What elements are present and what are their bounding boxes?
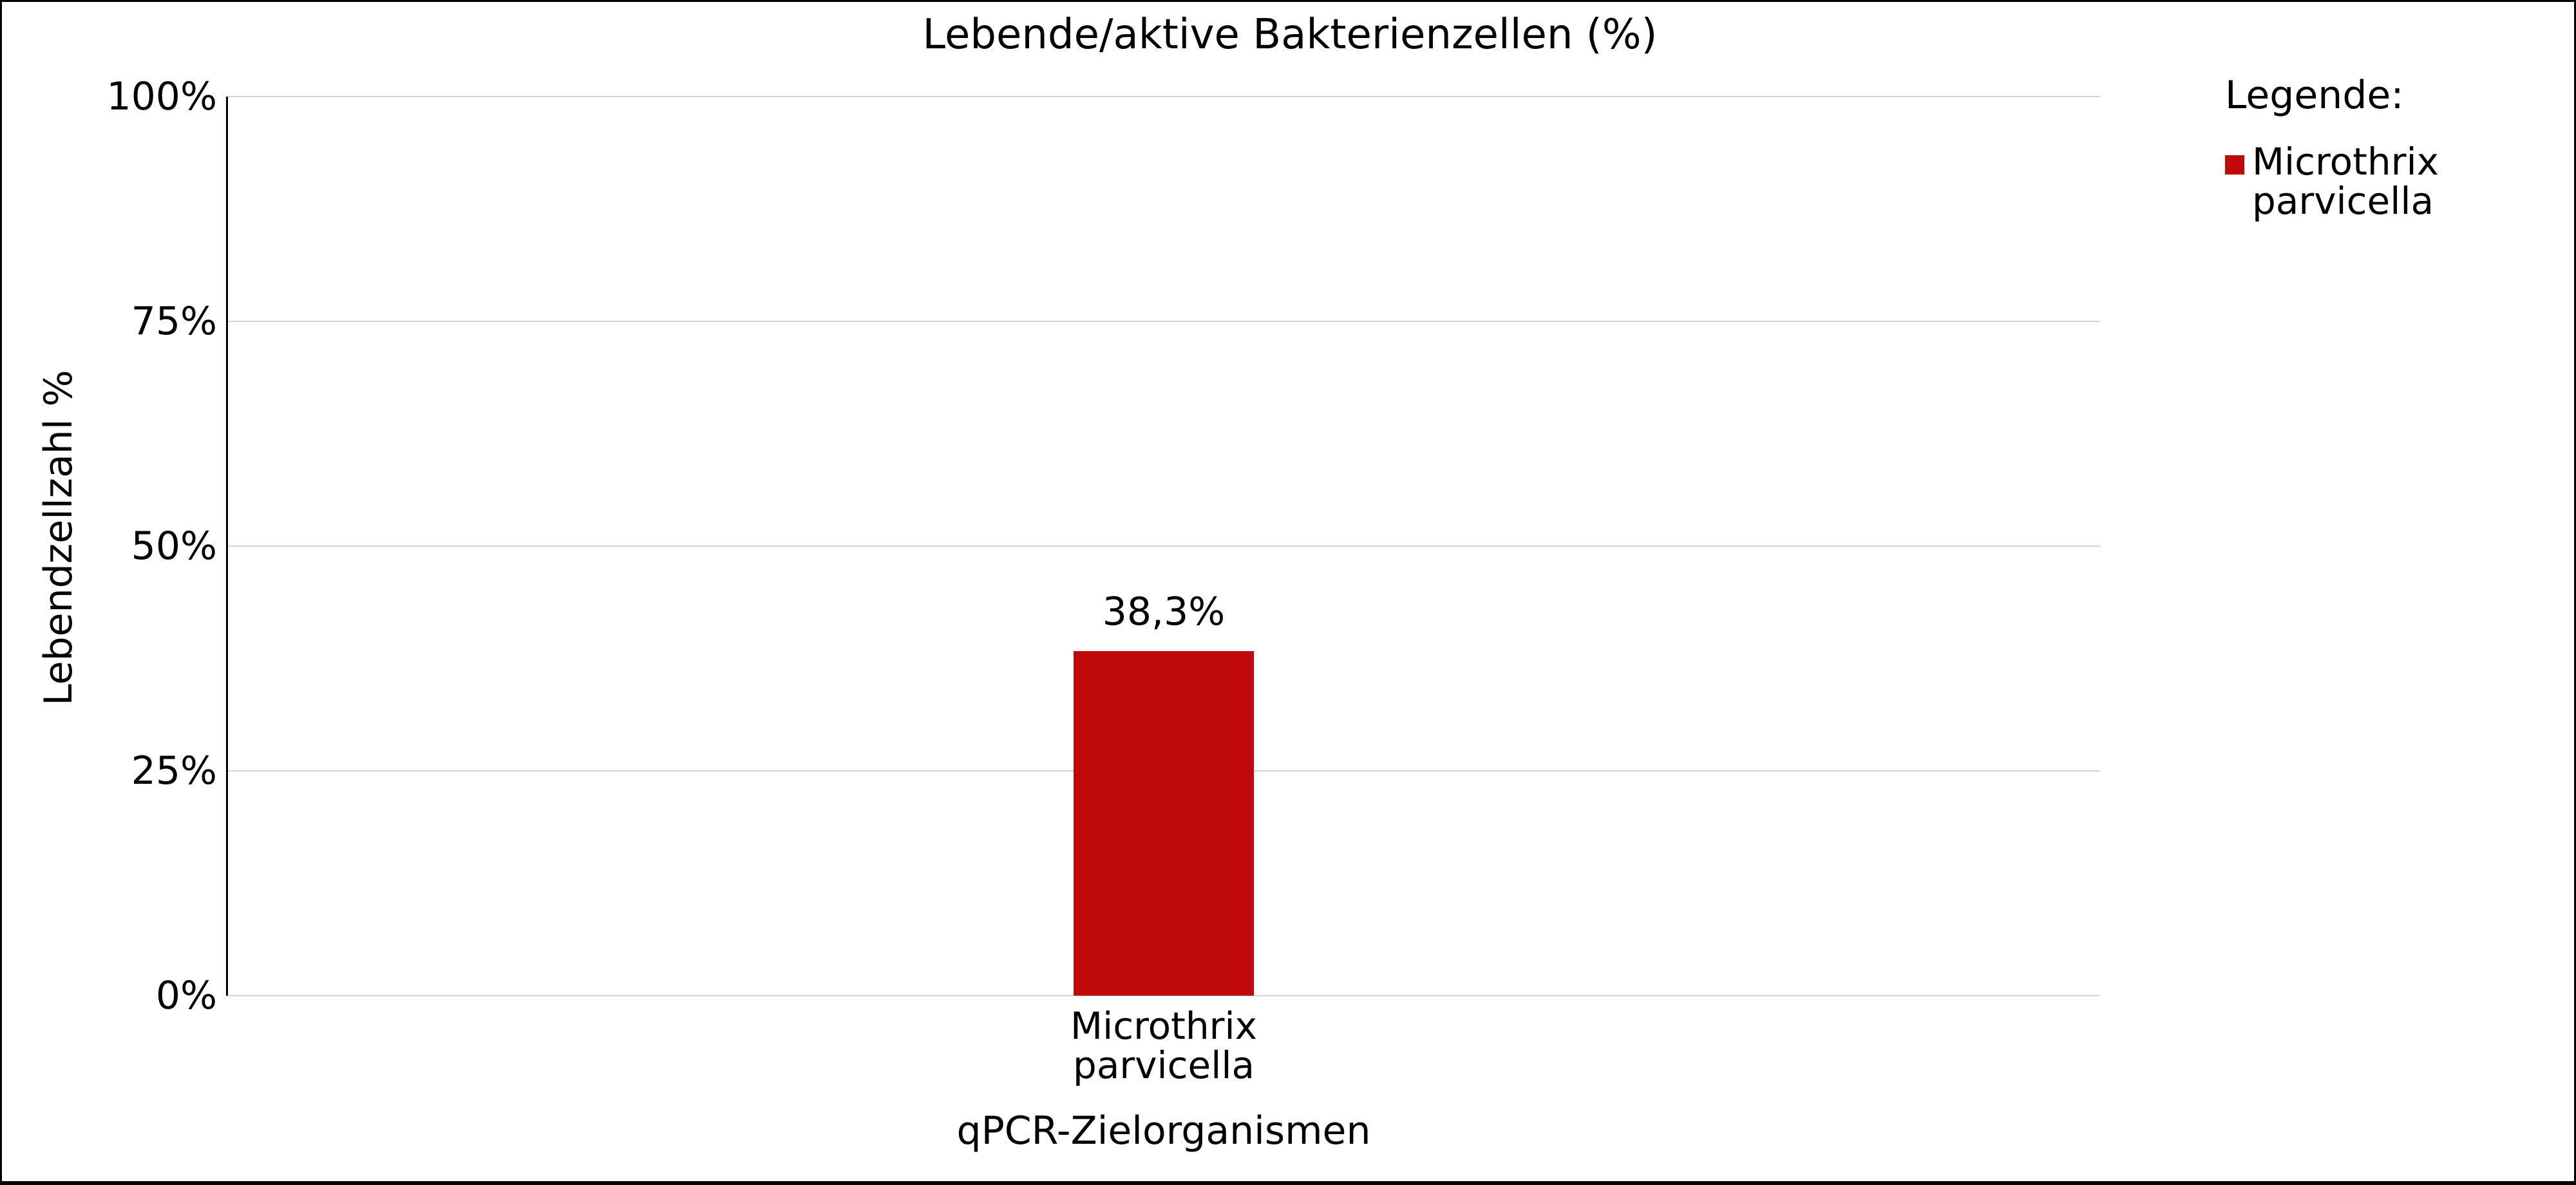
legend-items: Microthrix parvicella xyxy=(2225,142,2560,222)
x-tick-label: Microthrix parvicella xyxy=(1070,1004,1257,1088)
gridline-100 xyxy=(227,96,2100,97)
y-tick-label-25: 25% xyxy=(131,748,217,793)
chart-title: Lebende/aktive Bakterienzellen (%) xyxy=(922,11,1658,59)
plot-area: 38,3% xyxy=(226,96,2100,996)
gridline-75 xyxy=(227,321,2100,322)
y-axis-line xyxy=(226,97,228,996)
legend-item-label: Microthrix parvicella xyxy=(2252,140,2439,223)
y-tick-label-75: 75% xyxy=(131,299,217,344)
gridline-0 xyxy=(227,995,2100,996)
legend-item: Microthrix parvicella xyxy=(2225,142,2560,222)
legend-title: Legende: xyxy=(2225,73,2404,118)
gridline-50 xyxy=(227,545,2100,547)
bar-microthrix-parvicella xyxy=(1074,651,1254,996)
bar-value-label: 38,3% xyxy=(1102,589,1226,635)
y-tick-label-0: 0% xyxy=(155,973,217,1018)
x-axis-title: qPCR-Zielorganismen xyxy=(956,1108,1371,1153)
y-tick-label-50: 50% xyxy=(131,524,217,569)
legend: Legende: Microthrix parvicella xyxy=(2225,73,2560,222)
legend-swatch-icon xyxy=(2225,155,2244,175)
y-tick-label-100: 100% xyxy=(106,74,217,119)
